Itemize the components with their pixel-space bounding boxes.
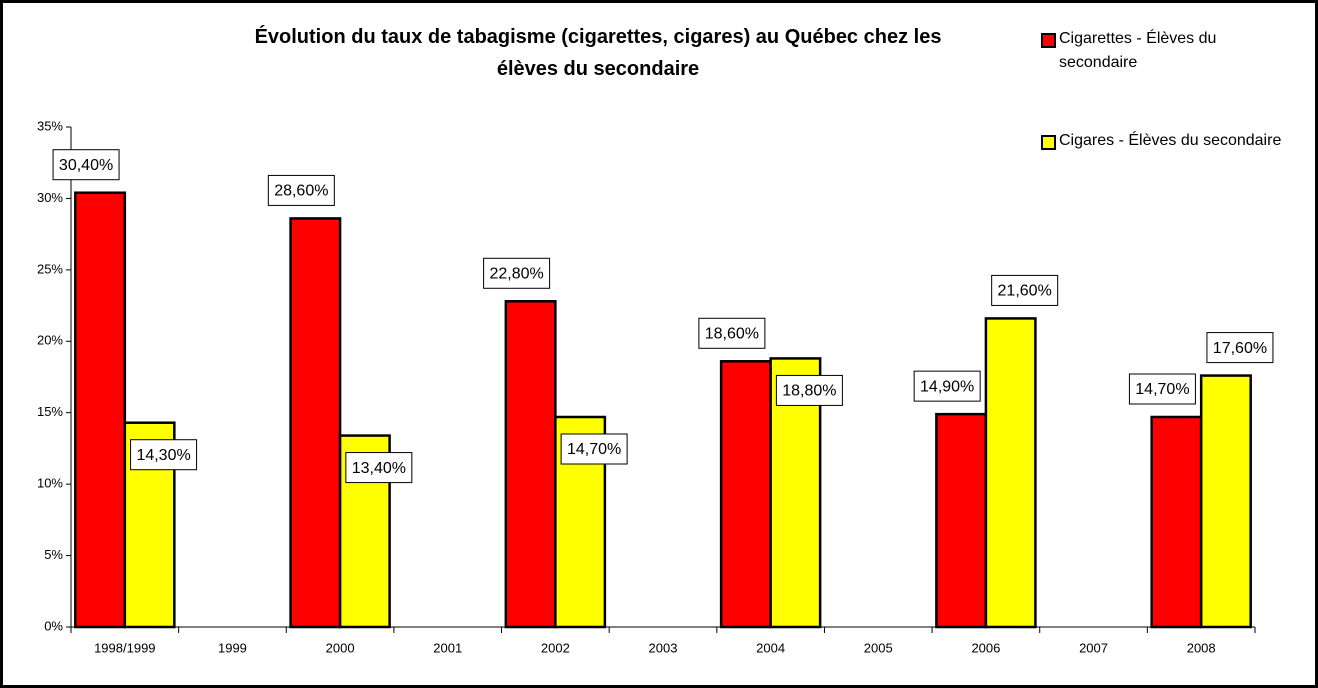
y-tick-label: 5%: [44, 547, 63, 562]
x-tick-label: 2003: [649, 640, 678, 655]
legend-swatch: [1041, 135, 1056, 150]
data-label-text: 28,60%: [274, 183, 328, 200]
data-label-text: 18,80%: [782, 383, 836, 400]
data-label-box: [345, 452, 413, 484]
x-tick-label: 2006: [971, 640, 1000, 655]
data-label-box: [913, 370, 981, 402]
y-tick-label: 15%: [37, 404, 63, 419]
x-tick-label: 1999: [218, 640, 247, 655]
bar: [1199, 374, 1252, 629]
data-label-box: [991, 274, 1059, 306]
y-tick-label: 10%: [37, 476, 63, 491]
x-tick-label: 2002: [541, 640, 570, 655]
x-tick-label: 2007: [1079, 640, 1108, 655]
y-tick-label: 20%: [37, 333, 63, 348]
y-tick-label: 25%: [37, 261, 63, 276]
data-label-text: 17,60%: [1213, 340, 1267, 357]
data-label-box: [1128, 373, 1196, 405]
x-tick-label: 1998/1999: [94, 640, 155, 655]
data-label-box: [560, 433, 628, 465]
data-label-text: 30,40%: [59, 157, 113, 174]
data-label-text: 22,80%: [489, 266, 543, 283]
data-label-text: 14,30%: [136, 447, 190, 464]
chart-title: Évolution du taux de tabagisme (cigarett…: [254, 26, 942, 80]
x-tick-label: 2008: [1187, 640, 1216, 655]
bar: [719, 360, 772, 629]
x-tick-label: 2001: [433, 640, 462, 655]
bar: [984, 317, 1037, 629]
y-tick-label: 35%: [37, 118, 63, 133]
legend-item: Cigares - Élèves du secondaire: [1041, 129, 1289, 153]
data-label-box: [52, 149, 120, 181]
bar: [935, 412, 988, 629]
data-label-box: [267, 174, 335, 206]
data-label-text: 14,70%: [1135, 381, 1189, 398]
x-tick-label: 2005: [864, 640, 893, 655]
x-tick-label: 2000: [326, 640, 355, 655]
bar: [1150, 415, 1203, 629]
data-label-text: 14,70%: [567, 441, 621, 458]
legend-label: Cigarettes - Élèves du secondaire: [1059, 30, 1217, 71]
data-label-box: [698, 317, 766, 349]
bar: [504, 300, 557, 629]
data-label-text: 14,90%: [920, 378, 974, 395]
data-label-box: [483, 257, 551, 289]
legend-item: Cigarettes - Élèves du secondaire: [1041, 27, 1289, 75]
plot: 0% 5% 10% 15% 20% 25% 30% 35% 1998/1999 1999 2000 2…: [37, 118, 1274, 655]
bar: [74, 191, 127, 629]
data-label-text: 18,60%: [705, 326, 759, 343]
data-label-box: [130, 439, 198, 471]
legend-label: Cigares - Élèves du secondaire: [1059, 132, 1282, 149]
y-tick-label: 0%: [44, 618, 63, 633]
data-label-text: 21,60%: [998, 283, 1052, 300]
data-label-box: [775, 374, 843, 406]
y-tick-label: 30%: [37, 190, 63, 205]
x-tick-label: 2004: [756, 640, 785, 655]
data-label-text: 13,40%: [352, 460, 406, 477]
legend-swatch: [1041, 33, 1056, 48]
data-label-box: [1206, 332, 1274, 364]
bar: [289, 217, 342, 629]
